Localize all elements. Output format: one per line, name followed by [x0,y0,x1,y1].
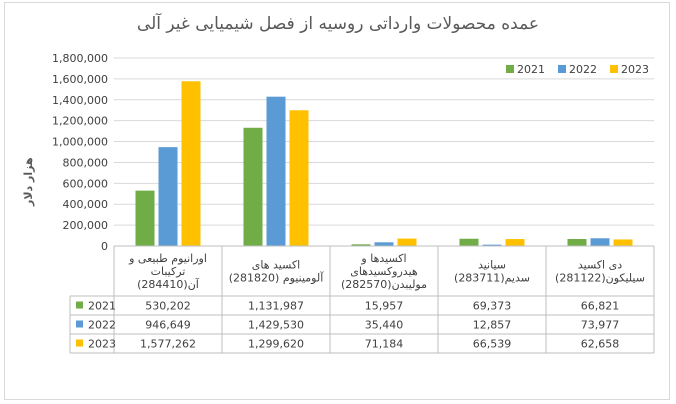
table-row-label: 2021 [88,300,116,313]
category-label: ترکیبات [151,265,186,278]
table-cell-value: 35,440 [365,319,404,332]
category-label: سیلیکون(281122) [555,272,645,285]
table-cell-value: 15,957 [365,300,404,313]
y-tick-label: 200,000 [63,219,109,232]
legend-label-2021: 2021 [517,63,545,76]
legend-label-2023: 2023 [621,63,649,76]
table-cell-value: 69,373 [473,300,512,313]
bar-2023-0 [181,81,201,246]
y-tick-label: 400,000 [63,198,109,211]
category-label: آلومینیوم (281820) [229,271,324,285]
y-tick-label: 1,200,000 [52,115,108,128]
bar-2022-2 [374,242,394,246]
bar-2022-0 [158,147,178,246]
table-cell-value: 1,577,262 [140,338,196,351]
category-label: اکسید های [252,259,300,272]
y-tick-label: 1,600,000 [52,73,108,86]
category-label: مولیبدن(282570) [341,278,427,291]
bar-2021-3 [459,238,479,246]
bar-2022-1 [266,96,286,246]
table-cell-value: 12,857 [473,319,512,332]
table-cell-value: 946,649 [145,319,191,332]
table-cell-value: 530,202 [145,300,191,313]
bar-2023-1 [289,110,309,247]
bar-2021-0 [135,190,155,246]
category-label: آن(284410) [137,277,200,291]
y-tick-label: 1,800,000 [52,52,108,65]
y-tick-label: 600,000 [63,177,109,190]
category-label: دی اکسید [578,259,622,272]
table-row-label: 2022 [88,319,116,332]
legend-swatch-2023 [610,65,618,73]
table-key-2022 [76,320,83,328]
bar-2023-3 [505,239,525,246]
bar-2022-3 [482,244,502,246]
table-cell-value: 66,821 [581,300,620,313]
y-tick-label: 1,400,000 [52,94,108,107]
table-key-2023 [76,339,83,347]
bar-2021-2 [351,244,371,246]
category-label: هیدروکسیدهای [350,265,418,278]
category-label: سیانید [478,259,506,272]
legend-swatch-2022 [558,65,566,73]
bar-2023-4 [613,239,633,246]
legend-label-2022: 2022 [569,63,597,76]
table-cell-value: 62,658 [581,338,620,351]
bar-2021-1 [243,127,263,246]
table-row-label: 2023 [88,338,116,351]
bar-2021-4 [567,239,587,246]
legend-swatch-2021 [506,65,514,73]
bar-2022-4 [590,238,610,246]
category-label: اورانیوم طبیعی و [128,252,207,265]
y-tick-label: 1,000,000 [52,136,108,149]
table-key-2021 [76,301,83,309]
y-tick-label: 800,000 [63,156,109,169]
category-label: سدیم(283711) [454,272,530,285]
table-cell-value: 1,131,987 [248,300,304,313]
bar-2023-2 [397,238,417,246]
table-cell-value: 73,977 [581,319,620,332]
table-cell-value: 66,539 [473,338,512,351]
chart-title: عمده محصولات وارداتی روسیه از فصل شیمیای… [136,14,540,34]
table-cell-value: 71,184 [365,338,404,351]
table-cell-value: 1,299,620 [248,338,304,351]
table-cell-value: 1,429,530 [248,319,304,332]
category-label: اکسیدها و [360,252,406,265]
y-tick-label: 0 [101,240,108,253]
